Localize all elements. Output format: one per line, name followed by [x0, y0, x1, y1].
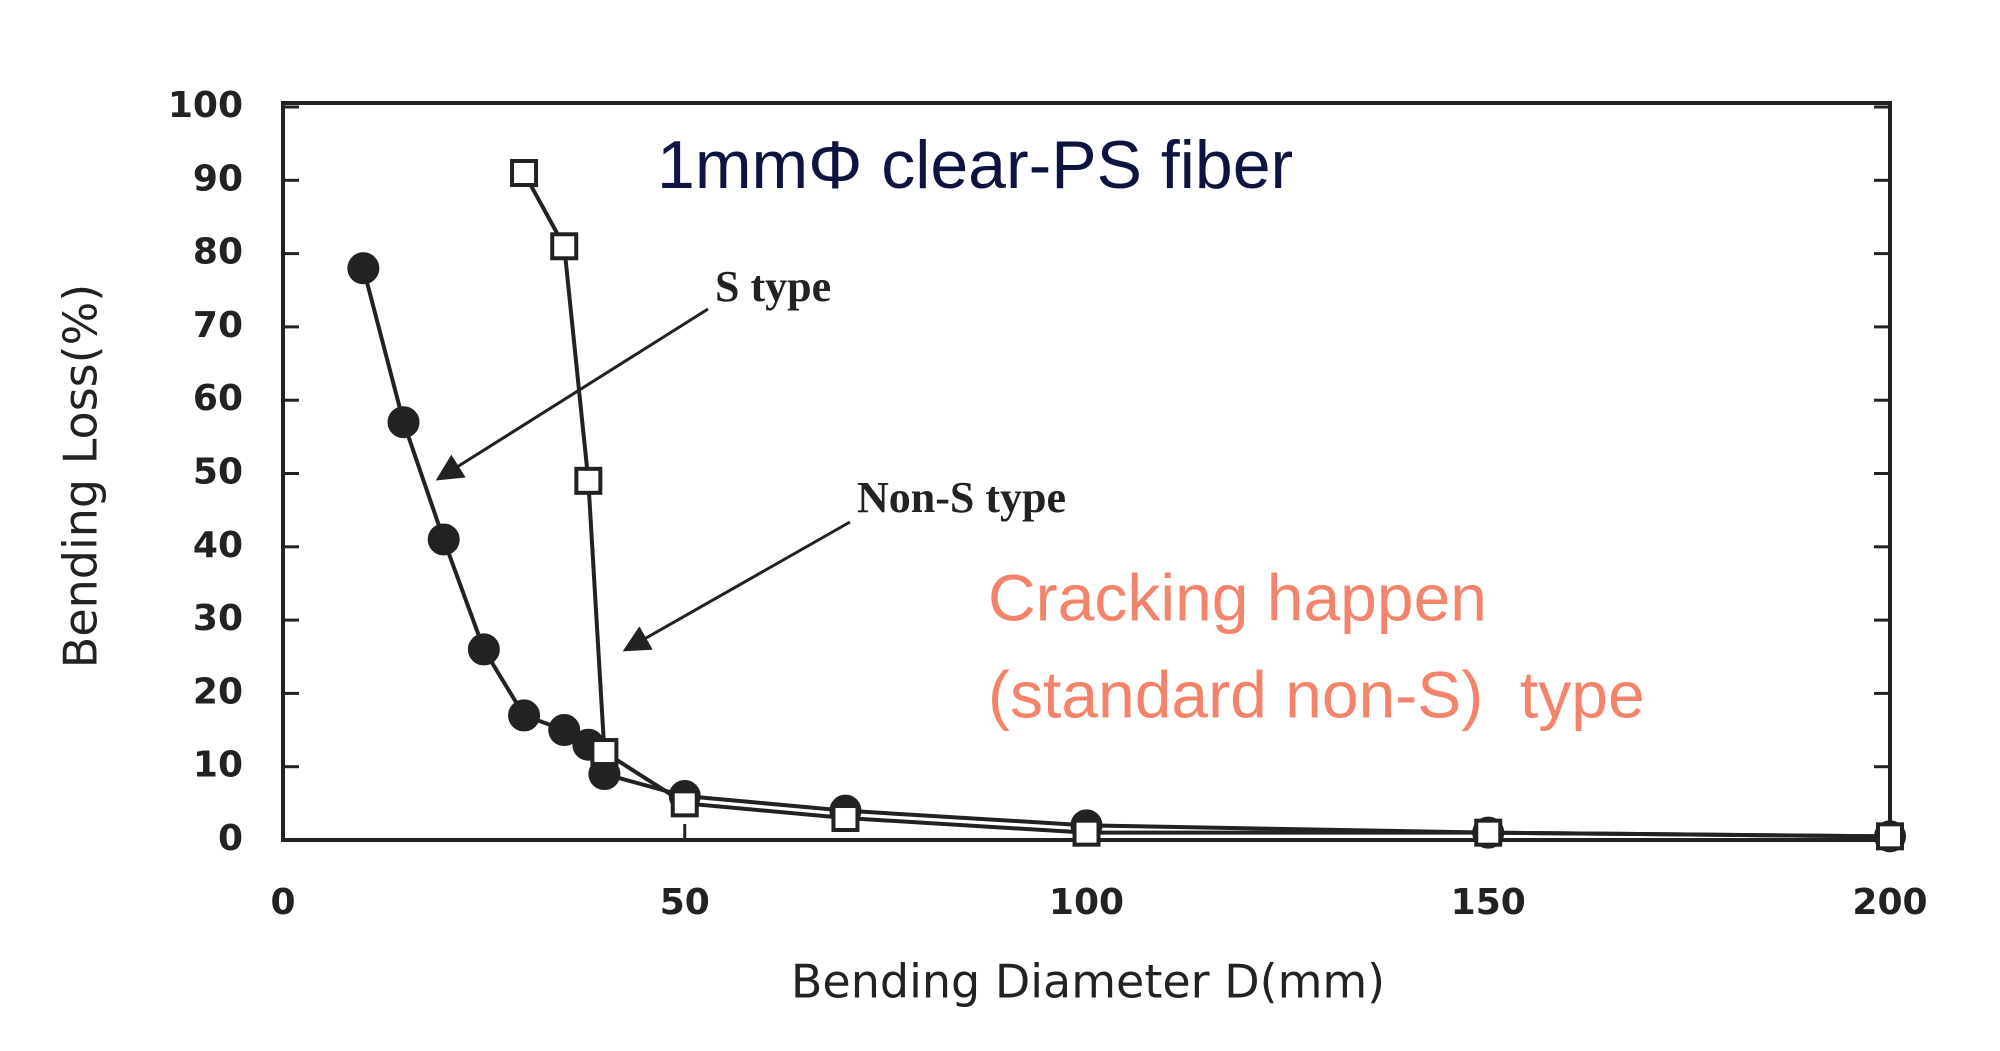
y-tick-label: 20 [193, 671, 243, 712]
y-tick-label: 80 [193, 232, 243, 273]
y-axis-label: Bending Loss(%) [54, 284, 108, 668]
data-point [574, 466, 603, 495]
series-label: Non-S type [857, 473, 1066, 522]
x-tick-label: 200 [1852, 882, 1927, 923]
y-tick-label: 70 [193, 305, 243, 346]
data-point [1876, 822, 1904, 851]
data-point [1474, 818, 1503, 847]
data-point [548, 714, 581, 747]
series-label: S type [715, 262, 831, 311]
y-tick-label: 0 [218, 818, 243, 859]
annotation-arrow [622, 520, 851, 652]
data-point [387, 406, 420, 439]
x-tick-label: 150 [1451, 882, 1526, 923]
data-point [550, 232, 579, 261]
y-tick-label: 100 [168, 85, 243, 126]
data-point [510, 158, 539, 187]
data-point [508, 699, 541, 732]
y-tick-label: 90 [193, 158, 243, 199]
data-point [467, 633, 500, 666]
y-tick-label: 10 [193, 745, 243, 786]
data-point [347, 252, 380, 285]
data-point [670, 789, 699, 818]
x-tick-label: 50 [660, 882, 710, 923]
annotation: (standard non-S) type [988, 657, 1645, 731]
annotation: Cracking happen [988, 560, 1487, 634]
y-tick-label: 30 [193, 598, 243, 639]
x-tick-label: 100 [1049, 882, 1124, 923]
y-tick-label: 50 [193, 452, 243, 493]
data-point [1072, 818, 1101, 847]
data-point [831, 804, 860, 833]
annotation-arrow [435, 307, 709, 481]
y-tick-label: 60 [193, 378, 243, 419]
x-axis-label: Bending Diameter D(mm) [791, 955, 1385, 1009]
data-point [590, 738, 619, 767]
chart-title: 1mmΦ clear-PS fiber [657, 127, 1293, 203]
x-tick-label: 0 [270, 882, 295, 923]
y-tick-label: 40 [193, 525, 243, 566]
data-point [427, 523, 460, 556]
